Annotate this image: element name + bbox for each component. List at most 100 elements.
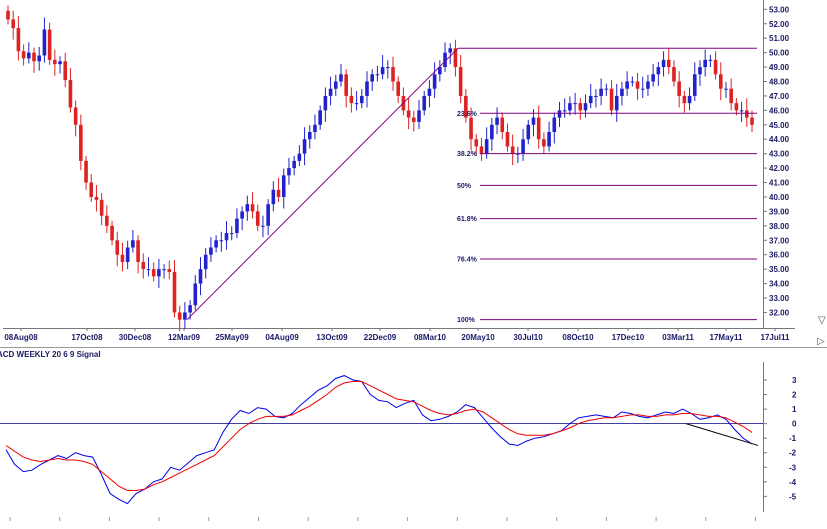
candle-body [443, 52, 447, 68]
date-label: 08Aug08 [4, 333, 38, 342]
macd-tick-label: -1 [789, 434, 797, 443]
candle-body [203, 254, 208, 270]
candle-body [417, 110, 421, 122]
price-tick-label: 37.00 [769, 236, 790, 245]
candle-body [209, 247, 213, 255]
candle-body [698, 67, 702, 75]
candle-body [11, 19, 16, 29]
fib-level-label: 23.6% [457, 111, 478, 118]
candle-body [99, 199, 104, 216]
price-tick-label: 49.00 [769, 63, 790, 72]
price-tick-label: 43.00 [769, 150, 790, 159]
macd-tick-label: -3 [789, 463, 797, 472]
date-label: 17Jul11 [761, 333, 790, 342]
date-label: 17May11 [710, 333, 743, 342]
price-tick-label: 40.00 [769, 193, 790, 202]
candle-body [27, 52, 31, 59]
candle-body [219, 240, 224, 242]
candle-body [287, 168, 291, 176]
macd-line [5, 375, 753, 505]
candle-body [422, 95, 427, 111]
candle-body [458, 67, 463, 96]
price-tick-label: 41.00 [769, 179, 790, 188]
candle-body [505, 132, 510, 147]
candle-body [479, 146, 484, 154]
candle-body [32, 52, 36, 62]
candle-body [224, 233, 229, 241]
candle-body [536, 117, 541, 140]
candle-body [167, 269, 172, 273]
fib-level-label: 38.2% [457, 151, 478, 158]
macd-tick-label: -4 [789, 478, 797, 487]
candle-body [583, 103, 588, 111]
candle-body [58, 61, 62, 65]
price-tick-label: 38.00 [769, 222, 790, 231]
candle-body [261, 225, 265, 227]
price-tick-label: 47.00 [769, 92, 790, 101]
date-label: 17Dec10 [612, 333, 645, 342]
candle-body [620, 88, 624, 96]
candle-body [464, 95, 468, 118]
candle-body [380, 67, 385, 75]
candle-body [198, 269, 203, 284]
fib-level-label: 100% [457, 317, 476, 324]
candle-body [297, 153, 302, 161]
price-panel: 32.00 33.00 34.00 35.00 36.00 37.00 38.00 39.00… [0, 0, 827, 348]
candle-body [89, 182, 94, 197]
candle-body [739, 110, 744, 112]
candle-body [292, 160, 296, 169]
candle-body [21, 51, 26, 59]
candle-body [557, 110, 562, 118]
candle-body [328, 88, 333, 96]
candle-body [438, 67, 442, 75]
candle-body [344, 74, 348, 96]
candle-body [396, 81, 401, 96]
price-tick-label: 50.00 [769, 49, 790, 58]
candle-body [214, 240, 218, 248]
candle-body [141, 261, 146, 270]
price-tick-label: 34.00 [769, 280, 790, 289]
chevron-right-icon[interactable]: ▷ [817, 336, 825, 347]
candle-body [193, 283, 198, 306]
candle-body [547, 132, 551, 147]
trendline [186, 47, 459, 321]
price-tick-label: 36.00 [769, 251, 790, 260]
candle-body [281, 175, 286, 197]
candle-body [687, 95, 692, 104]
candle-body [510, 146, 515, 154]
date-label: 20May10 [461, 333, 495, 342]
candle-body [588, 95, 593, 104]
candle-body [84, 160, 88, 183]
candle-body [677, 81, 681, 96]
divergence-line [685, 423, 759, 446]
candle-body [692, 74, 697, 96]
candle-body [666, 59, 671, 68]
candle-body [120, 254, 125, 262]
candle-body [448, 48, 453, 53]
price-tick-label: 51.00 [769, 34, 790, 43]
candle-body [339, 74, 343, 82]
candle-body [469, 117, 473, 140]
candle-body [562, 110, 567, 112]
candle-body [162, 269, 166, 271]
candle-body [625, 81, 629, 89]
candle-body [271, 189, 276, 205]
candle-body [235, 218, 239, 234]
candle-body [635, 81, 640, 89]
candle-body [6, 10, 10, 20]
fib-level-label: 76.4% [457, 257, 478, 264]
candle-body [713, 59, 718, 75]
candle-body [453, 48, 458, 68]
candle-body [359, 95, 364, 104]
price-tick-label: 46.00 [769, 106, 790, 115]
price-tick-label: 48.00 [769, 77, 790, 86]
candle-body [370, 74, 374, 82]
candle-body [531, 117, 536, 125]
chevron-down-icon[interactable]: ▽ [818, 315, 826, 326]
candle-body [240, 211, 244, 219]
date-label: 13Oct09 [316, 333, 348, 342]
candle-body [125, 247, 130, 262]
candle-body [333, 81, 338, 89]
candle-body [79, 124, 83, 161]
